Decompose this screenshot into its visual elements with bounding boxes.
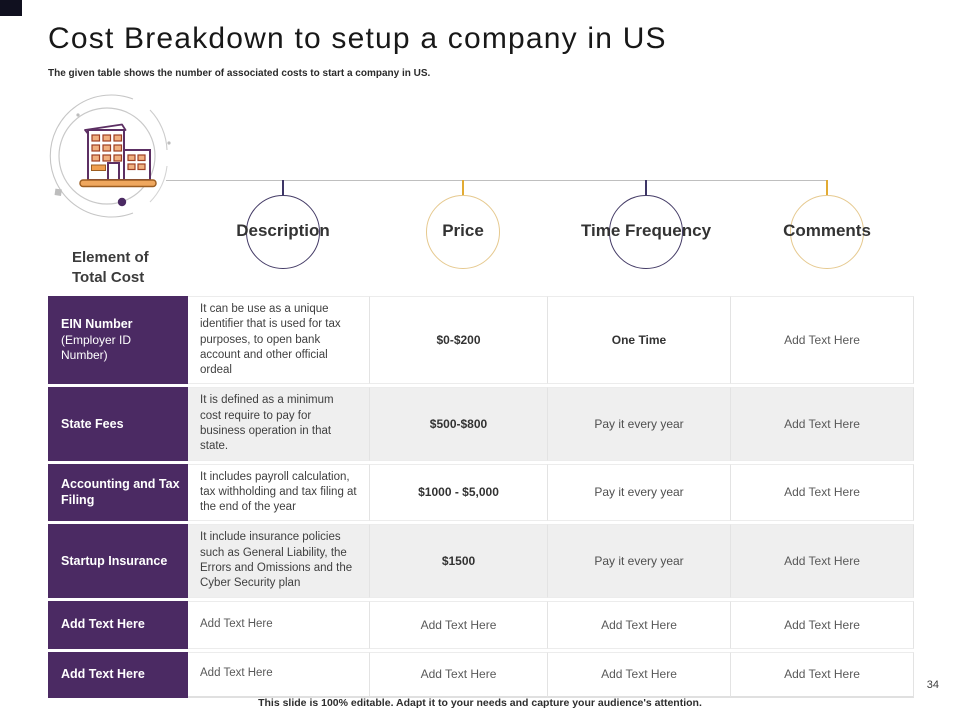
element-name: Accounting and Tax Filing <box>61 477 180 508</box>
table-row-startup-insurance: Startup Insurance It include insurance p… <box>48 524 914 598</box>
element-cell: EIN Number (Employer ID Number) <box>48 296 188 385</box>
connector-stem <box>826 180 828 196</box>
description-cell: It includes payroll calculation, tax wit… <box>188 463 370 522</box>
description-cell: It include insurance policies such as Ge… <box>188 524 370 598</box>
element-name: Add Text Here <box>61 667 145 682</box>
description-cell: It can be use as a unique identifier tha… <box>188 296 370 385</box>
time-frequency-cell: Pay it every year <box>548 524 731 598</box>
element-of-total-cost-label: Element of Total Cost <box>72 248 149 288</box>
comments-cell[interactable]: Add Text Here <box>731 600 914 649</box>
element-name: State Fees <box>61 416 124 431</box>
price-cell: $500-$800 <box>370 387 548 461</box>
slide-title: Cost Breakdown to setup a company in US <box>48 22 667 55</box>
time-frequency-cell: Pay it every year <box>548 463 731 522</box>
time-frequency-cell[interactable]: Add Text Here <box>548 600 731 649</box>
comments-cell[interactable]: Add Text Here <box>731 387 914 461</box>
price-cell: $0-$200 <box>370 296 548 385</box>
element-cell: Accounting and Tax Filing <box>48 463 188 522</box>
page-number: 34 <box>926 679 939 691</box>
table-row-accounting-tax-filing: Accounting and Tax Filing It includes pa… <box>48 463 914 522</box>
time-frequency-cell: Pay it every year <box>548 387 731 461</box>
column-header-label: Time Frequency <box>580 221 712 240</box>
comments-cell[interactable]: Add Text Here <box>731 524 914 598</box>
connector-stem <box>462 180 464 196</box>
header-connector-line <box>166 180 827 181</box>
price-cell[interactable]: Add Text Here <box>370 600 548 649</box>
time-frequency-cell[interactable]: Add Text Here <box>548 651 731 698</box>
element-name: Startup Insurance <box>61 553 168 568</box>
element-cell: Startup Insurance <box>48 524 188 598</box>
column-accent-circle <box>426 195 500 269</box>
column-header-price: Price <box>383 180 543 280</box>
corner-accent-square <box>0 0 22 16</box>
element-name: EIN Number <box>61 317 133 332</box>
connector-stem <box>645 180 647 196</box>
price-cell: $1500 <box>370 524 548 598</box>
column-header-label: Description <box>236 221 330 240</box>
column-header-comments: Comments <box>747 180 907 280</box>
price-cell: $1000 - $5,000 <box>370 463 548 522</box>
corner-label-line1: Element of <box>72 249 149 266</box>
element-name: Add Text Here <box>61 617 145 632</box>
company-building-icon <box>38 88 178 228</box>
footer-note: This slide is 100% editable. Adapt it to… <box>258 697 702 709</box>
cost-table: EIN Number (Employer ID Number) It can b… <box>48 296 914 701</box>
column-accent-circle <box>609 195 683 269</box>
column-header-label: Comments <box>783 221 871 240</box>
comments-cell[interactable]: Add Text Here <box>731 463 914 522</box>
table-row-state-fees: State Fees It is defined as a minimum co… <box>48 387 914 461</box>
element-cell[interactable]: Add Text Here <box>48 600 188 649</box>
time-frequency-cell: One Time <box>548 296 731 385</box>
comments-cell[interactable]: Add Text Here <box>731 296 914 385</box>
element-cell: State Fees <box>48 387 188 461</box>
description-cell[interactable]: Add Text Here <box>188 600 370 649</box>
description-cell: It is defined as a minimum cost require … <box>188 387 370 461</box>
table-row-ein-number: EIN Number (Employer ID Number) It can b… <box>48 296 914 385</box>
column-accent-circle <box>246 195 320 269</box>
element-subtext: (Employer ID Number) <box>61 332 132 363</box>
column-header-label: Price <box>442 221 484 240</box>
column-header-time-frequency: Time Frequency <box>566 180 726 280</box>
element-cell[interactable]: Add Text Here <box>48 651 188 698</box>
table-row-placeholder-2: Add Text Here Add Text Here Add Text Her… <box>48 651 914 698</box>
column-header-description: Description <box>203 180 363 280</box>
description-cell[interactable]: Add Text Here <box>188 651 370 698</box>
table-row-placeholder-1: Add Text Here Add Text Here Add Text Her… <box>48 600 914 649</box>
connector-stem <box>282 180 284 196</box>
comments-cell[interactable]: Add Text Here <box>731 651 914 698</box>
price-cell[interactable]: Add Text Here <box>370 651 548 698</box>
column-accent-circle <box>790 195 864 269</box>
corner-label-line2: Total Cost <box>72 268 145 286</box>
building-icon-svg <box>49 94 171 218</box>
slide-subtitle: The given table shows the number of asso… <box>48 68 431 79</box>
